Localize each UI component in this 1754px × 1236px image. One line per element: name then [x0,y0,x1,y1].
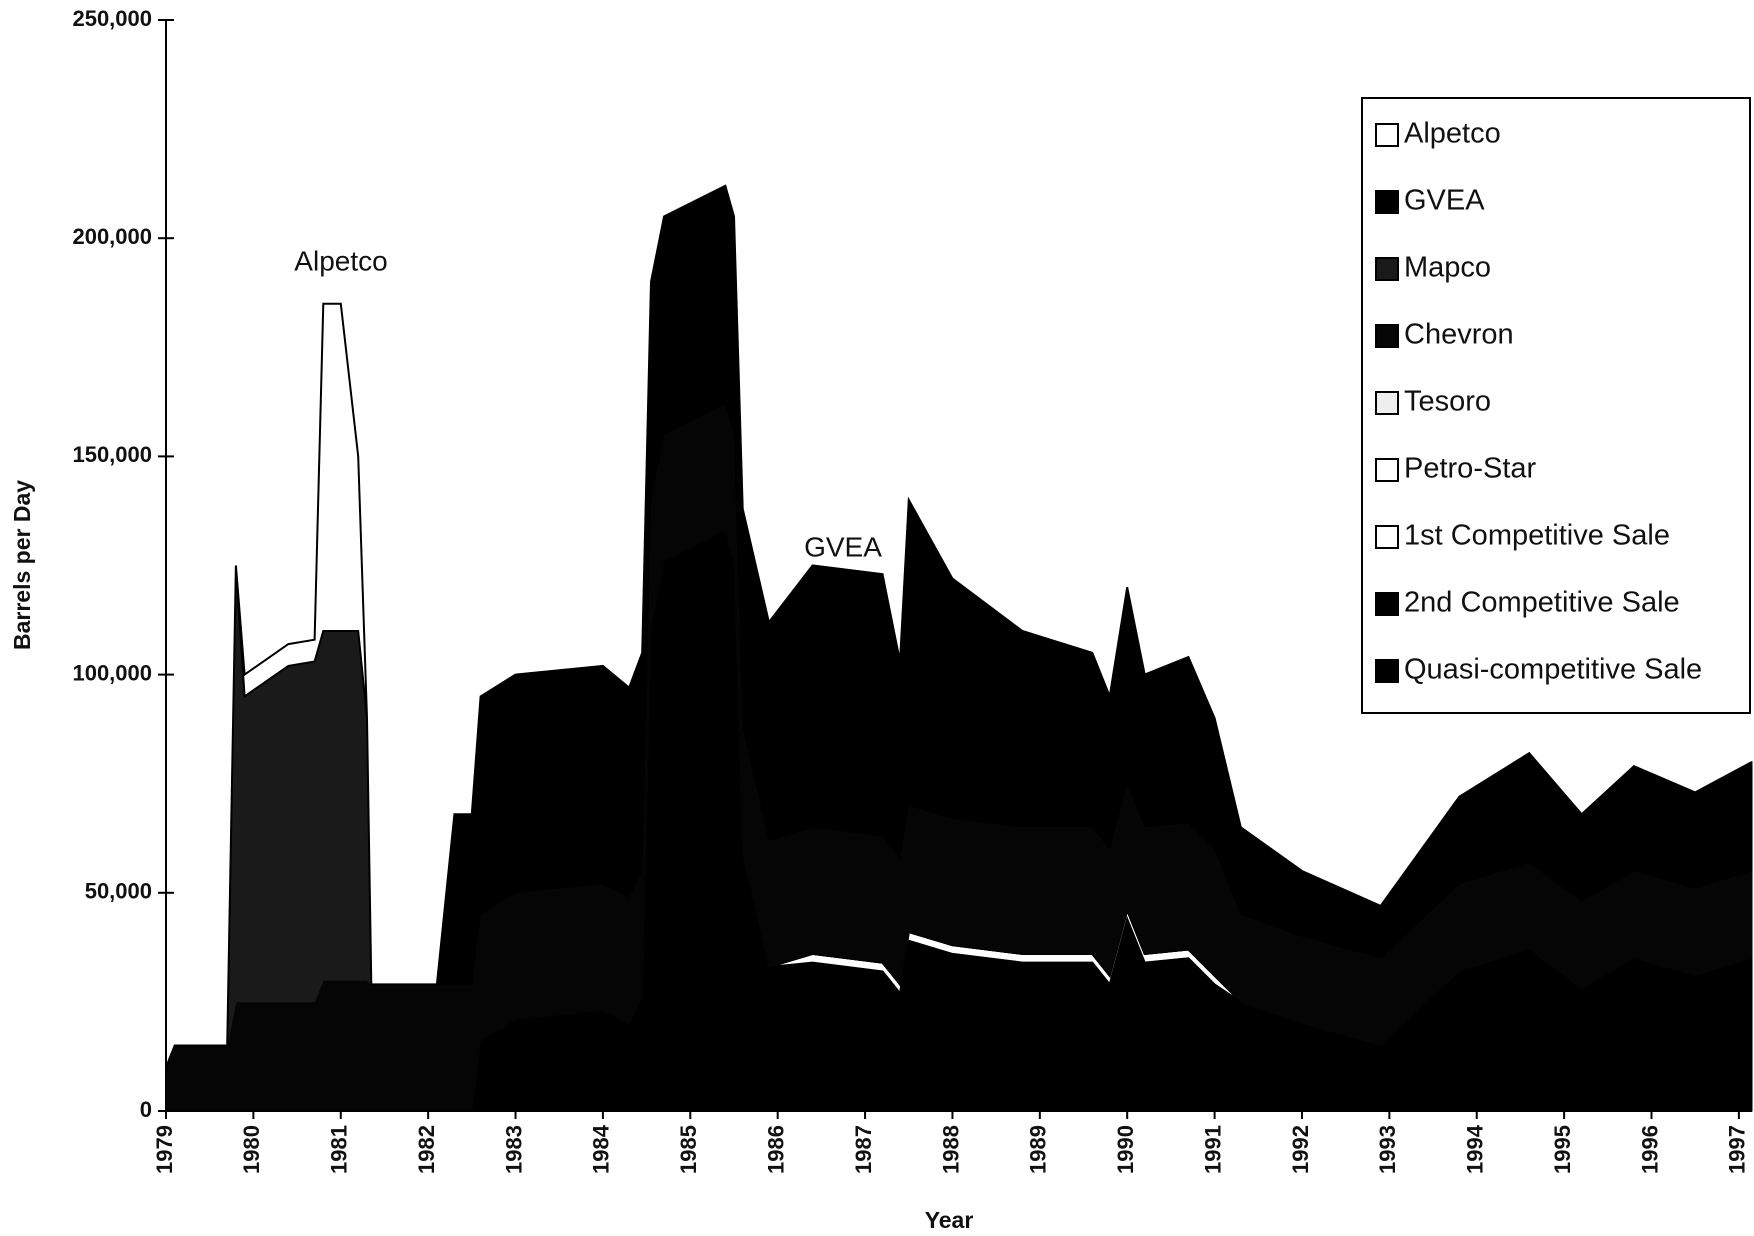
area [165,184,1753,1068]
x-tick-label: 1992 [1288,1125,1313,1174]
annotation: GVEA [804,531,882,562]
legend: Alpetco GVEA Mapco Chevron Tesoro Petro-Star 1… [1361,97,1751,714]
x-tick-label: 1996 [1637,1125,1662,1174]
y-tick-label: 100,000 [72,660,152,685]
legend-swatch [1375,659,1399,683]
annotation: Alpetco [294,245,387,276]
y-tick-label: 50,000 [85,879,152,904]
y-tick-label: 250,000 [72,6,152,31]
legend-swatch [1375,525,1399,549]
legend-label: Chevron [1404,319,1514,351]
x-tick-label: 1993 [1375,1125,1400,1174]
x-tick-label: 1979 [152,1125,177,1174]
legend-swatch [1375,324,1399,348]
legend-swatch [1375,123,1399,147]
legend-swatch [1375,592,1399,616]
x-tick-label: 1985 [676,1125,701,1174]
x-tick-label: 1984 [589,1124,614,1174]
legend-swatch [1375,391,1399,415]
axes: 0 50,000 100,000 150,000 200,000 250,000 1979 1… [72,6,1752,1174]
x-axis-title: Year [925,1207,974,1233]
x-tick-label: 1997 [1725,1125,1750,1174]
x-tick-label: 1990 [1113,1125,1138,1174]
y-tick-label: 200,000 [72,224,152,249]
legend-label: 2nd Competitive Sale [1404,587,1680,619]
legend-swatch [1375,190,1399,214]
x-tick-label: 1982 [414,1125,439,1174]
x-tick-label: 1995 [1550,1125,1575,1174]
y-axis-title: Barrels per Day [9,480,35,650]
x-tick-label: 1987 [851,1125,876,1174]
plot-areas [165,184,1753,1112]
x-tick-label: 1988 [938,1125,963,1174]
x-tick-label: 1983 [501,1125,526,1174]
x-tick-label: 1994 [1463,1124,1488,1174]
x-tick-label: 1986 [763,1125,788,1174]
legend-box [1361,97,1751,714]
legend-label: Petro-Star [1404,453,1536,485]
x-tick-label: 1981 [327,1125,352,1174]
legend-label: Quasi-competitive Sale [1404,654,1702,686]
y-tick-label: 0 [140,1097,152,1122]
legend-label: Tesoro [1404,386,1491,418]
x-tick-label: 1980 [239,1125,264,1174]
legend-swatch [1375,257,1399,281]
x-tick-label: 1991 [1200,1125,1225,1174]
legend-label: GVEA [1404,185,1485,217]
legend-label: Mapco [1404,252,1491,284]
legend-swatch [1375,458,1399,482]
y-tick-label: 150,000 [72,442,152,467]
x-tick-label: 1989 [1026,1125,1051,1174]
legend-label: Alpetco [1404,118,1501,150]
legend-label: 1st Competitive Sale [1404,520,1670,552]
